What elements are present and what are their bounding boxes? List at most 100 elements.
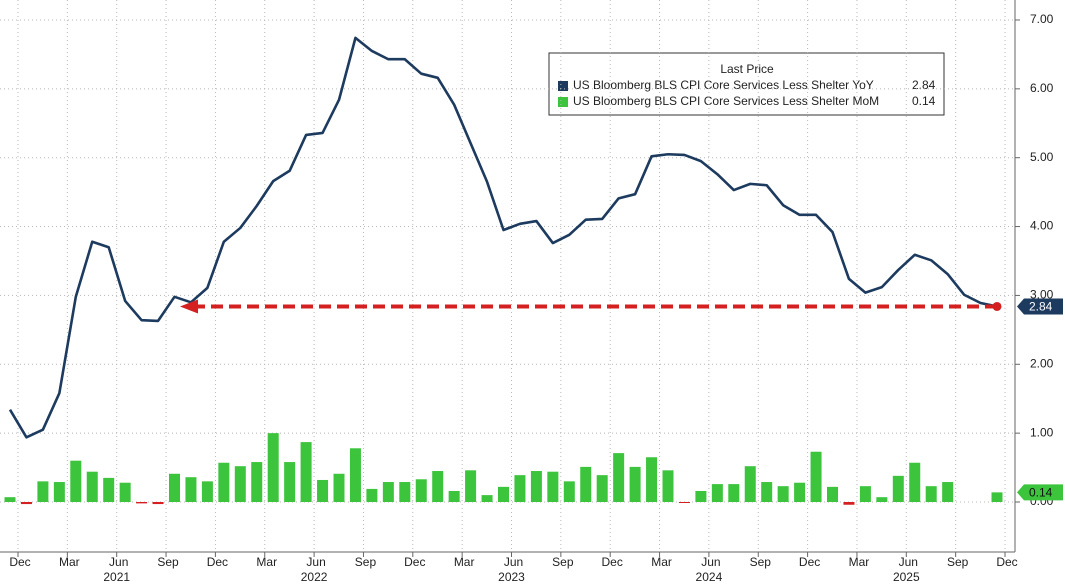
bar xyxy=(103,477,115,502)
bar xyxy=(448,490,460,502)
bar xyxy=(267,433,279,502)
x-tick-label: Dec xyxy=(207,555,228,569)
bar xyxy=(70,460,82,502)
bar xyxy=(876,497,888,502)
x-year-label: 2023 xyxy=(498,570,525,584)
bar xyxy=(366,488,378,502)
x-tick-label: Sep xyxy=(947,555,969,569)
x-tick-label: Dec xyxy=(9,555,30,569)
x-tick-label: Sep xyxy=(750,555,772,569)
legend-value: 2.84 xyxy=(912,78,936,92)
bar xyxy=(678,502,690,503)
bar xyxy=(465,470,477,502)
bar xyxy=(382,482,394,502)
bar xyxy=(942,482,954,502)
x-tick-label: Dec xyxy=(799,555,820,569)
bar xyxy=(794,482,806,502)
bar xyxy=(53,482,65,502)
legend-swatch xyxy=(558,97,568,107)
bar xyxy=(333,473,345,502)
y-tick-label: 1.00 xyxy=(1030,425,1054,439)
bar xyxy=(399,482,411,502)
bar xyxy=(415,479,427,502)
x-tick-label: Dec xyxy=(404,555,425,569)
bar xyxy=(728,484,740,502)
x-tick-label: Jun xyxy=(701,555,720,569)
bar xyxy=(136,502,148,504)
bar xyxy=(777,486,789,502)
x-tick-label: Dec xyxy=(602,555,623,569)
bar xyxy=(185,477,197,502)
bar xyxy=(596,475,608,502)
y-tick-label: 2.00 xyxy=(1030,356,1054,370)
x-tick-label: Jun xyxy=(504,555,523,569)
legend-swatch xyxy=(558,81,568,91)
value-tag-label: 2.84 xyxy=(1029,300,1053,314)
x-year-label: 2021 xyxy=(103,570,130,584)
legend: Last Price US Bloomberg BLS CPI Core Ser… xyxy=(548,52,945,116)
x-year-label: 2022 xyxy=(301,570,328,584)
legend-title: Last Price xyxy=(720,62,774,76)
x-tick-label: Sep xyxy=(157,555,179,569)
bar xyxy=(843,502,855,505)
bar xyxy=(317,479,329,502)
bar xyxy=(613,453,625,502)
bar xyxy=(991,492,1003,502)
bar xyxy=(234,466,246,502)
bar xyxy=(662,470,674,502)
bar xyxy=(827,486,838,502)
legend-box xyxy=(548,52,945,116)
x-tick-label: Mar xyxy=(59,555,80,569)
annotation-arrowhead xyxy=(180,299,198,314)
x-tick-label: Mar xyxy=(849,555,870,569)
y-tick-label: 7.00 xyxy=(1030,12,1054,26)
bar xyxy=(646,457,658,502)
value-tag xyxy=(1017,298,1063,315)
bar xyxy=(152,502,164,505)
bar xyxy=(432,471,444,502)
x-tick-label: Mar xyxy=(256,555,277,569)
legend-label: US Bloomberg BLS CPI Core Services Less … xyxy=(573,94,879,108)
x-tick-label: Mar xyxy=(651,555,672,569)
x-year-label: 2024 xyxy=(696,570,723,584)
annotation-dot xyxy=(992,301,1002,311)
bar xyxy=(909,462,921,502)
x-tick-label: Sep xyxy=(355,555,377,569)
x-tick-label: Jun xyxy=(306,555,325,569)
x-tick-label: Jun xyxy=(109,555,128,569)
bar xyxy=(925,486,937,502)
x-year-label: 2025 xyxy=(893,570,920,584)
value-tag-label: 0.14 xyxy=(1029,486,1053,500)
bar xyxy=(498,486,509,502)
bar xyxy=(514,475,526,502)
legend-label: US Bloomberg BLS CPI Core Services Less … xyxy=(573,78,874,92)
bar xyxy=(563,481,575,502)
bar xyxy=(711,484,723,502)
bar xyxy=(580,466,592,502)
bar xyxy=(119,482,131,502)
y-tick-label: 4.00 xyxy=(1030,219,1054,233)
bar xyxy=(744,466,756,502)
bar xyxy=(300,442,312,502)
bar xyxy=(892,475,904,502)
x-tick-label: Dec xyxy=(996,555,1017,569)
legend-value: 0.14 xyxy=(912,94,936,108)
x-tick-label: Jun xyxy=(899,555,918,569)
bar xyxy=(481,495,493,502)
bar xyxy=(4,497,16,502)
bar xyxy=(201,481,213,502)
x-tick-label: Mar xyxy=(454,555,475,569)
bar xyxy=(218,462,230,502)
bar xyxy=(86,471,98,502)
y-tick-label: 3.00 xyxy=(1030,288,1054,302)
bar xyxy=(530,471,542,502)
bar xyxy=(349,448,361,502)
line xyxy=(8,36,998,439)
bar xyxy=(37,481,49,502)
bar xyxy=(169,473,180,502)
bar xyxy=(761,482,773,502)
bar xyxy=(695,490,707,502)
bar xyxy=(20,502,32,505)
bar xyxy=(629,466,641,502)
